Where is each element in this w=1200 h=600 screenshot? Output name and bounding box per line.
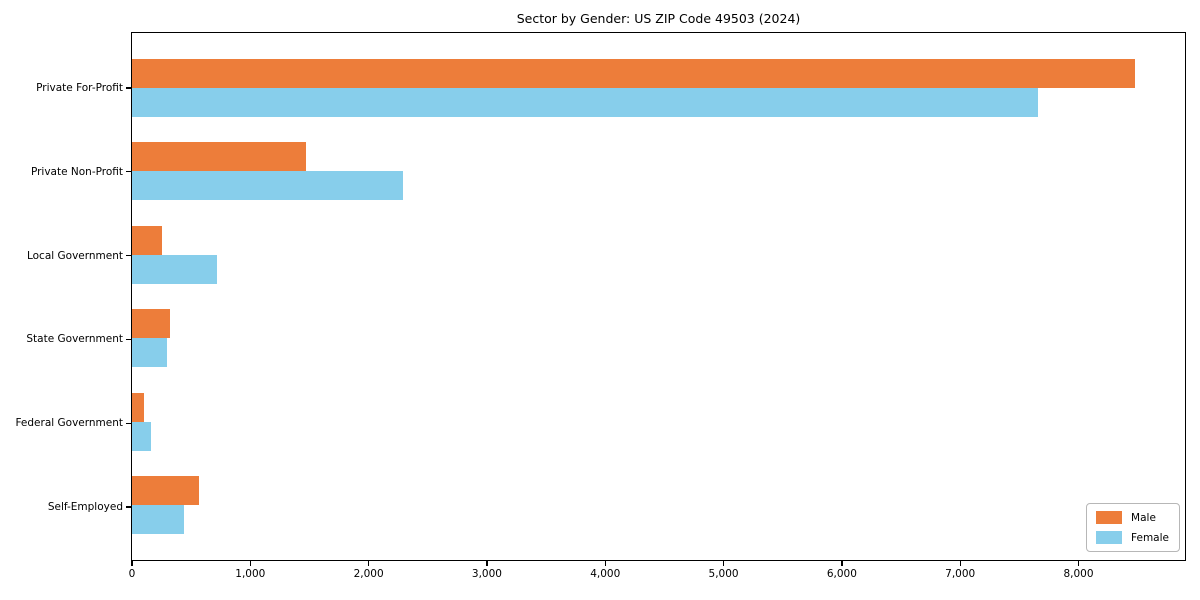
y-axis-tick	[125, 506, 131, 508]
x-axis-label: 8,000	[1063, 568, 1094, 580]
bar-female-1	[132, 171, 403, 201]
legend-entry-female: Female	[1096, 531, 1169, 544]
y-axis-label: Federal Government	[15, 417, 123, 430]
y-axis-label: Self-Employed	[47, 501, 123, 514]
y-axis-label: State Government	[26, 333, 123, 346]
bar-male-1	[132, 142, 306, 172]
x-axis-label: 4,000	[590, 568, 621, 580]
y-axis-label: Private For-Profit	[36, 81, 123, 94]
bar-male-3	[132, 309, 170, 339]
legend-label: Female	[1131, 531, 1169, 544]
x-axis-label: 1,000	[235, 568, 266, 580]
chart-title: Sector by Gender: US ZIP Code 49503 (202…	[516, 11, 801, 26]
bar-rows	[132, 33, 1185, 560]
bar-female-2	[132, 254, 218, 284]
x-axis-label: 2,000	[353, 568, 384, 580]
x-axis-tick	[131, 561, 133, 567]
y-axis-tick	[125, 254, 131, 257]
y-axis-tick	[125, 171, 131, 173]
legend-swatch-female	[1096, 531, 1123, 544]
x-axis-tick	[1077, 561, 1080, 567]
bar-female-4	[132, 421, 151, 451]
bar-female-0	[132, 87, 1039, 117]
bar-male-0	[132, 58, 1136, 88]
legend-swatch-male	[1096, 511, 1123, 524]
x-axis-label: 5,000	[708, 568, 739, 580]
x-axis-tick	[367, 561, 370, 567]
x-axis-label: 3,000	[471, 568, 502, 580]
x-axis-label: 7,000	[945, 568, 976, 580]
plot-area: Male Female Private For-Profit Private Non…	[15, 32, 1186, 580]
y-axis-tick	[125, 87, 131, 89]
category-row	[132, 130, 1185, 214]
legend-label: Male	[1131, 511, 1156, 524]
y-axis-label: Private Non-Profit	[30, 165, 123, 178]
category-row	[132, 213, 1185, 297]
x-axis-tick	[722, 561, 725, 567]
x-axis-tick	[249, 561, 251, 567]
x-axis-label: 6,000	[826, 568, 857, 580]
x-axis-tick	[959, 561, 961, 567]
bar-male-2	[132, 225, 162, 255]
x-axis-tick	[486, 561, 488, 567]
x-axis-label: 0	[128, 568, 136, 580]
x-axis-tick	[604, 561, 606, 567]
y-axis-tick	[125, 422, 131, 424]
category-row	[132, 297, 1185, 381]
bar-female-5	[132, 505, 185, 535]
category-row	[132, 464, 1185, 548]
y-axis-tick	[125, 338, 131, 341]
x-axis-tick	[841, 561, 843, 567]
bar-male-5	[132, 476, 200, 506]
y-axis-label: Local Government	[26, 249, 123, 262]
category-row	[132, 380, 1185, 464]
legend-entry-male: Male	[1096, 511, 1169, 524]
category-row	[132, 46, 1185, 130]
bar-male-4	[132, 392, 144, 422]
legend: Male Female	[1086, 503, 1180, 552]
bar-female-3	[132, 338, 168, 368]
